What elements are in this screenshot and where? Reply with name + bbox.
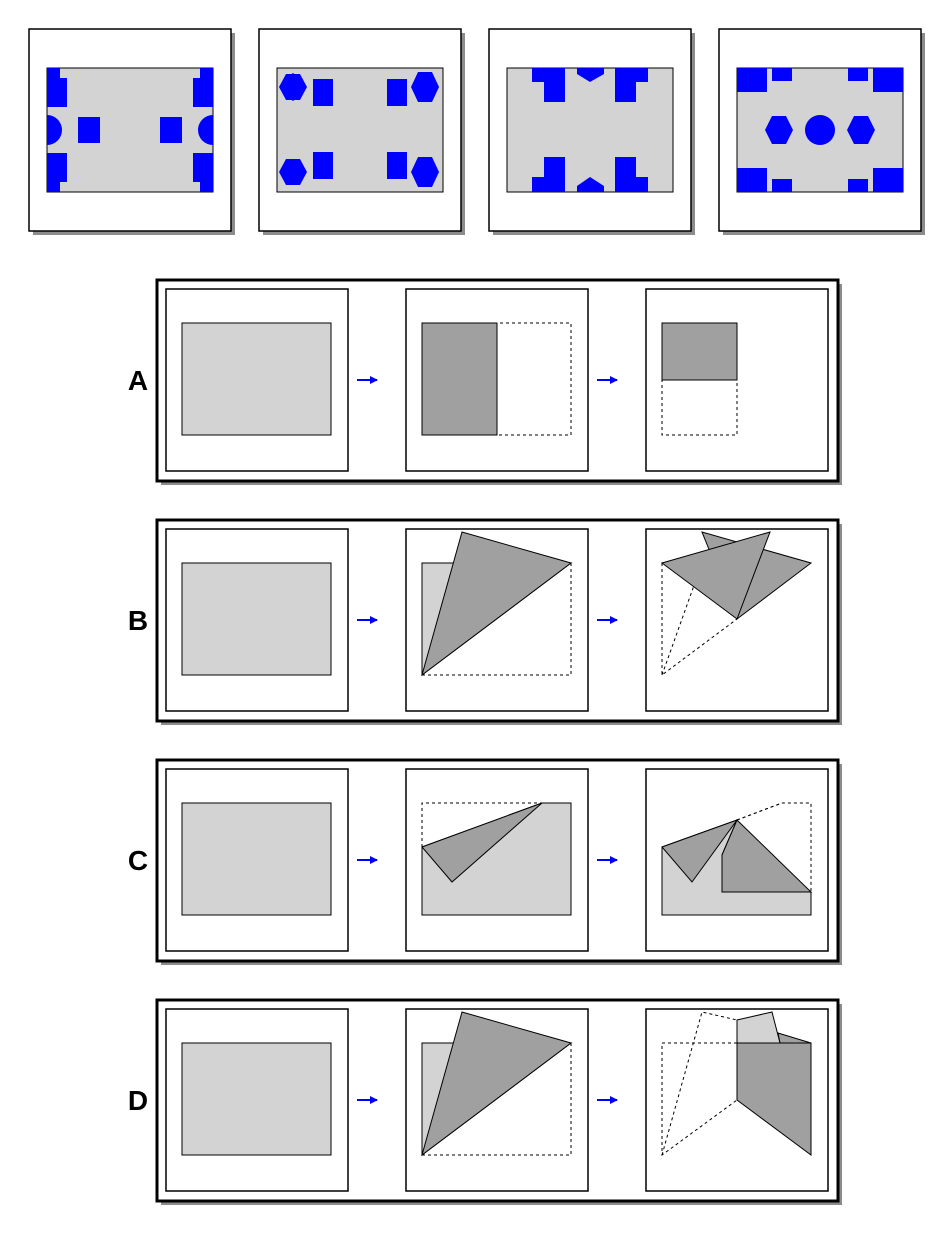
hole-hexagon <box>847 116 875 144</box>
hole-notched-rectangle <box>615 157 648 192</box>
option-c[interactable]: C <box>128 758 842 965</box>
hole-shapes <box>737 68 903 192</box>
hole-semicircle <box>47 115 62 145</box>
result-panel-1 <box>28 28 235 235</box>
hole-rectangle <box>772 68 792 81</box>
hole-rectangle <box>848 68 868 81</box>
fold-outline <box>661 562 703 676</box>
option-a[interactable]: A <box>128 278 842 485</box>
option-label: B <box>128 605 148 636</box>
hole-rectangle <box>387 79 407 106</box>
option-label: C <box>128 845 148 876</box>
hole-rectangle <box>47 153 67 192</box>
folded-paper <box>421 531 573 677</box>
hole-hexagon <box>279 74 307 100</box>
folded-paper <box>660 531 771 620</box>
hole-rectangle <box>737 168 767 192</box>
hole-shapes <box>532 68 648 192</box>
fold-outline <box>422 563 572 676</box>
hole-hexagon <box>765 116 793 144</box>
folded-paper <box>777 1032 812 1044</box>
folded-paper <box>421 802 543 883</box>
hole-circle <box>805 115 835 145</box>
hole-rectangle <box>848 179 868 192</box>
fold-outline <box>661 1011 738 1156</box>
hole-rectangle <box>772 179 792 192</box>
hole-notched-rectangle <box>532 68 565 102</box>
hole-rectangle <box>387 152 407 179</box>
hole-rectangle <box>313 152 333 179</box>
hole-rectangle <box>160 117 182 143</box>
hole-notched-rectangle <box>615 68 648 102</box>
hole-rectangle <box>737 68 767 92</box>
hole-half-hexagon <box>577 68 604 82</box>
hole-half-hexagon <box>577 177 604 192</box>
hole-shapes <box>47 68 213 192</box>
paper-sheet <box>181 1042 332 1156</box>
fold-outline <box>736 802 783 821</box>
hole-hexagon <box>279 159 307 185</box>
hole-rectangle <box>873 168 903 192</box>
hole-semicircle <box>198 115 213 145</box>
folded-paper <box>421 322 498 436</box>
paper-sheet <box>181 562 332 676</box>
option-label: A <box>128 365 148 396</box>
result-panels <box>28 28 925 235</box>
fold-outline <box>661 379 738 436</box>
option-d[interactable]: D <box>128 998 842 1205</box>
option-label: D <box>128 1085 148 1116</box>
folded-paper <box>421 1011 573 1157</box>
hole-hexagon <box>411 157 439 187</box>
folded-paper <box>721 819 813 893</box>
hole-rectangle <box>78 117 100 143</box>
hole-rectangle <box>313 79 333 106</box>
hole-hexagon <box>411 72 439 102</box>
option-b[interactable]: B <box>128 518 842 725</box>
hole-rectangle <box>47 68 67 107</box>
paper-sheet <box>181 802 332 916</box>
folded-paper <box>661 818 739 883</box>
hole-rectangle <box>873 68 903 92</box>
hole-rectangle <box>193 153 213 192</box>
fold-outline <box>661 1042 738 1156</box>
fold-outline <box>661 563 738 676</box>
result-panel-3 <box>488 28 695 235</box>
hole-shapes <box>279 72 439 187</box>
fold-outline <box>421 802 542 847</box>
hole-notched-rectangle <box>532 157 565 192</box>
paper-sheet <box>181 322 332 436</box>
folded-paper <box>661 322 738 381</box>
hole-rectangle <box>193 68 213 107</box>
fold-outline <box>422 1043 572 1156</box>
result-panel-4 <box>718 28 925 235</box>
result-panel-2 <box>258 28 465 235</box>
